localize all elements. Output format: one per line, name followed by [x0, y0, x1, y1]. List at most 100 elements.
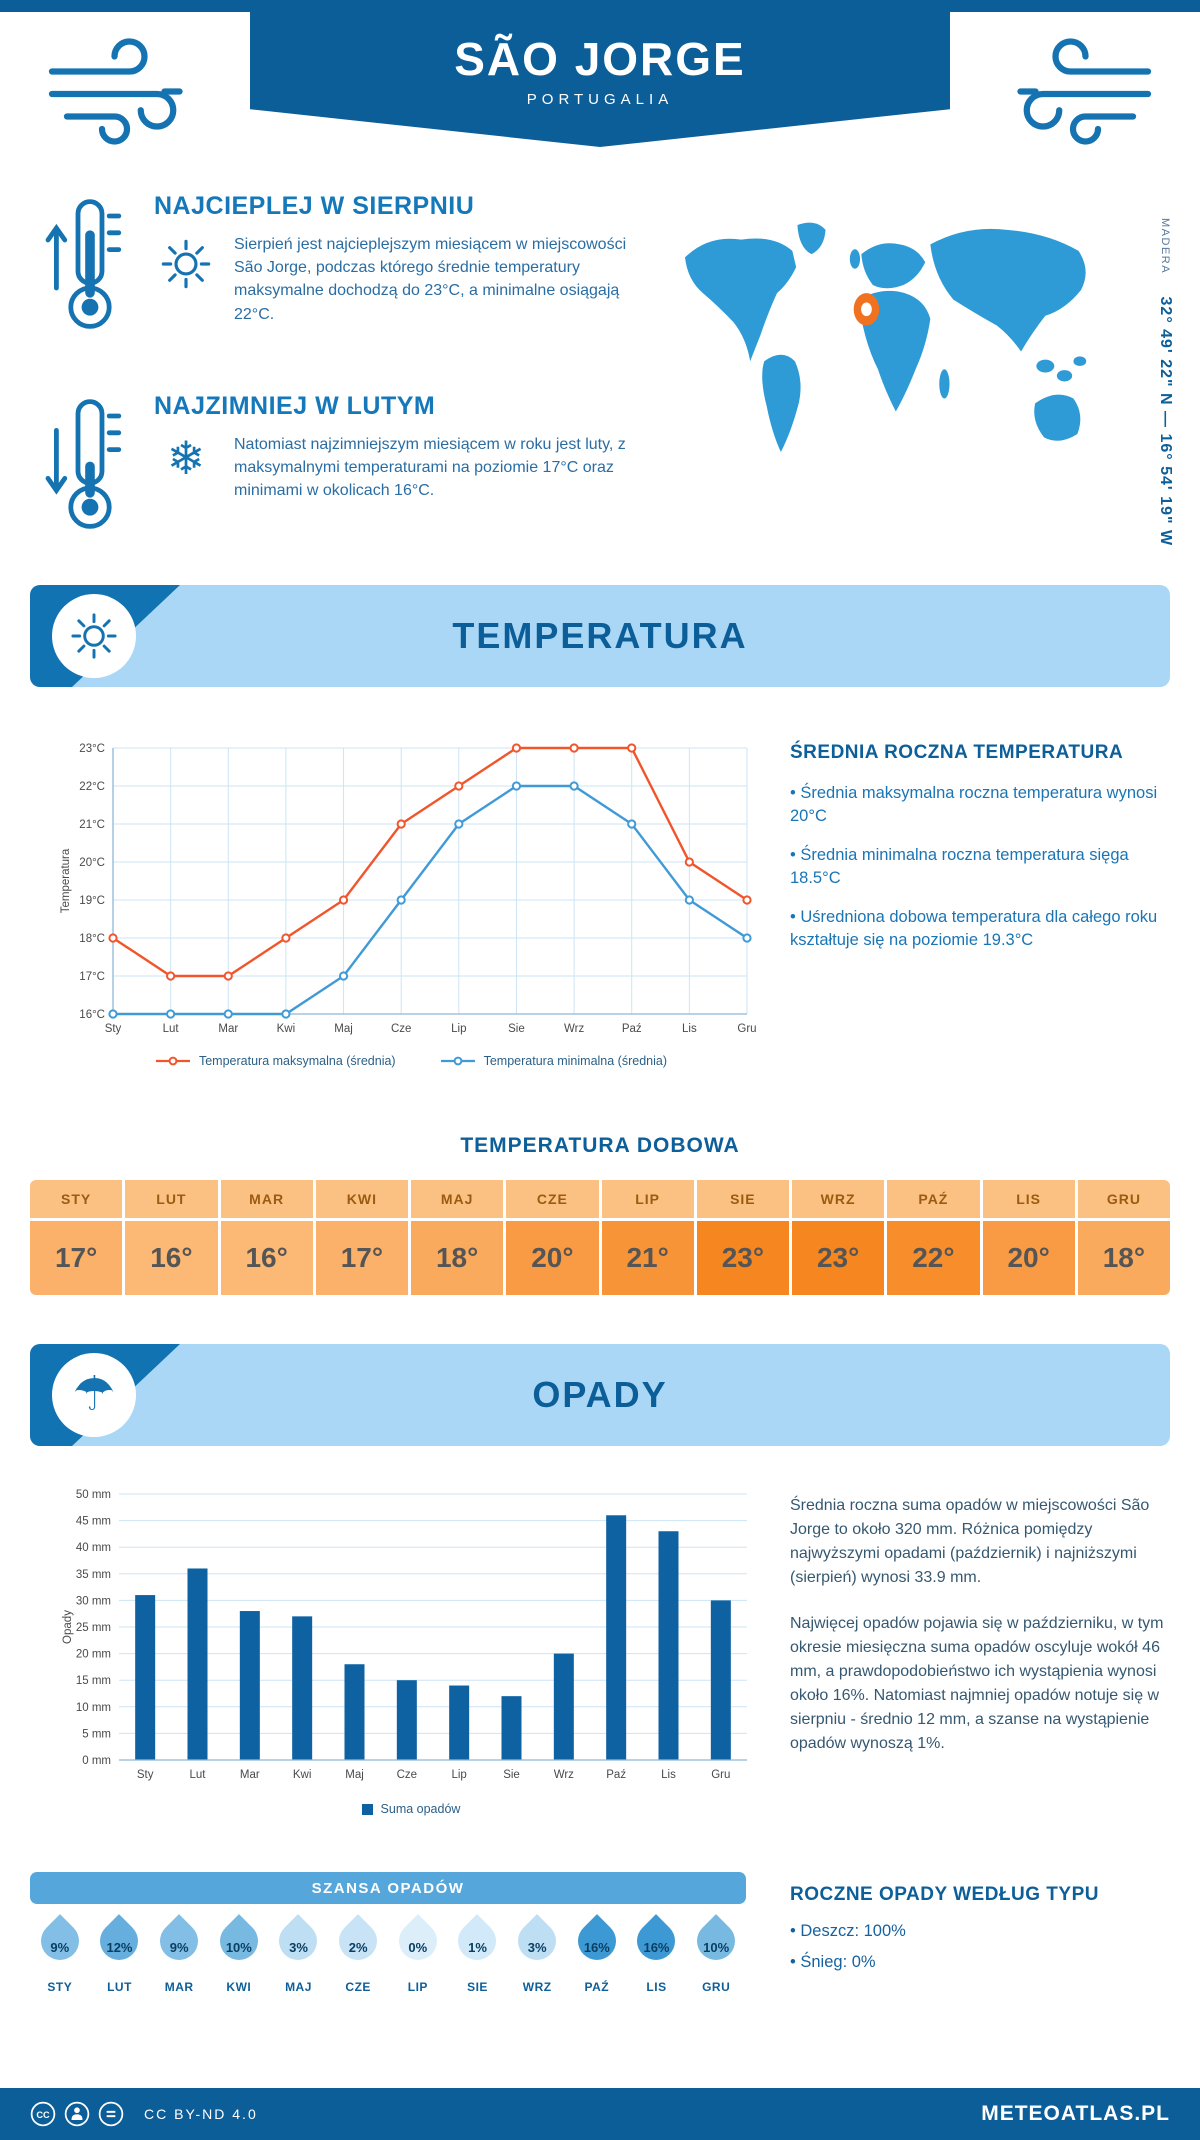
- chance-month: MAR: [164, 1980, 194, 1994]
- snowflake-icon: ❄: [166, 432, 206, 484]
- daily-temp-cell: 22°: [887, 1221, 980, 1295]
- svg-text:Wrz: Wrz: [564, 1023, 584, 1035]
- chance-percent: 9%: [169, 1940, 189, 1955]
- license-text: CC BY-ND 4.0: [144, 2106, 258, 2122]
- precipitation-paragraph-2: Najwięcej opadów pojawia się w październ…: [790, 1615, 1164, 1752]
- temperature-chart: 16°C 17°C 18°C 19°C 20°C 21°C 22°C 23°C Sty Lut Ma…: [60, 743, 757, 1035]
- region-label: MADERA: [1159, 218, 1171, 275]
- svg-text:18°C: 18°C: [79, 933, 105, 945]
- coldest-heading: NAJZIMNIEJ W LUTYM: [154, 392, 436, 420]
- wind-icon: [42, 34, 192, 146]
- daily-temp-month: WRZ: [792, 1180, 885, 1218]
- series-marker: [742, 933, 752, 943]
- svg-text:Kwi: Kwi: [277, 1023, 296, 1035]
- series-line: [112, 746, 748, 978]
- precip-bar: [501, 1696, 522, 1760]
- daily-temp-cell: 23°: [792, 1221, 885, 1295]
- umbrella-icon: ☂: [52, 1353, 136, 1437]
- daily-temp-cell: 18°: [1077, 1221, 1170, 1295]
- svg-text:Sie: Sie: [503, 1769, 520, 1781]
- chance-percent: 10%: [703, 1940, 730, 1955]
- series-marker: [166, 1009, 176, 1019]
- precipitation-paragraph-1: Średnia roczna suma opadów w miejscowośc…: [790, 1497, 1150, 1586]
- chance-month: STY: [47, 1980, 73, 1994]
- daily-temp-month: LIP: [601, 1180, 694, 1218]
- series-marker: [684, 857, 694, 867]
- series-marker: [108, 1009, 118, 1019]
- daily-temp-month: MAR: [220, 1180, 313, 1218]
- daily-temp-cell: 17°: [30, 1221, 123, 1295]
- svg-text:CC: CC: [36, 2110, 50, 2120]
- thermometer-warm-icon: [42, 192, 138, 346]
- daily-temp-month: CZE: [506, 1180, 599, 1218]
- chance-month: WRZ: [522, 1980, 552, 1994]
- chance-percent: 2%: [348, 1940, 368, 1955]
- wind-icon: [1008, 34, 1158, 146]
- precipitation-chart-block: 0 mm 5 mm 10 mm 15 mm 20 mm 25 mm 30 mm 35 mm 40…: [55, 1482, 767, 1816]
- chance-month: LIS: [646, 1980, 667, 1994]
- series-marker: [338, 971, 349, 981]
- precip-bar: [606, 1515, 627, 1760]
- legend-item: Temperatura minimalna (średnia): [440, 1054, 667, 1068]
- precip-chance-item: 16% PAŹ: [567, 1914, 627, 1994]
- precipitation-title: OPADY: [532, 1374, 668, 1415]
- cc-icon: CC: [30, 2101, 56, 2127]
- site-name: METEOATLAS.PL: [981, 2102, 1170, 2125]
- precip-bar: [239, 1611, 260, 1760]
- precipitation-banner: ☂ OPADY: [30, 1344, 1170, 1446]
- precip-bar: [396, 1680, 417, 1760]
- daily-temp-month: MAJ: [411, 1180, 504, 1218]
- chance-percent: 16%: [643, 1940, 670, 1955]
- precip-chance-item: 10% KWI: [209, 1914, 269, 1994]
- chance-month: PAŹ: [584, 1980, 610, 1994]
- series-marker: [627, 819, 637, 829]
- daily-temp-month: KWI: [315, 1180, 408, 1218]
- svg-text:0 mm: 0 mm: [82, 1755, 111, 1767]
- warmest-text: Sierpień jest najcieplejszym miesiącem w…: [234, 236, 627, 323]
- svg-text:25 mm: 25 mm: [76, 1622, 111, 1634]
- precipitation-by-type-heading: ROCZNE OPADY WEDŁUG TYPU: [790, 1884, 1099, 1905]
- svg-text:Gru: Gru: [737, 1023, 756, 1035]
- precip-chance-grid: 9% STY 12% LUT 9% MAR 10% KWI 3% MAJ 2% CZE 0% LIP 1% S…: [30, 1914, 746, 1994]
- page-subtitle: PORTUGALIA: [526, 91, 674, 108]
- svg-text:Sie: Sie: [508, 1023, 525, 1035]
- svg-text:Lis: Lis: [661, 1769, 676, 1781]
- daily-temp-month: LIS: [982, 1180, 1075, 1218]
- precip-chance-item: 3% WRZ: [507, 1914, 567, 1994]
- series-marker: [511, 781, 522, 791]
- svg-text:Paź: Paź: [622, 1023, 642, 1035]
- series-marker: [223, 971, 233, 981]
- series-marker: [281, 933, 291, 943]
- svg-text:Maj: Maj: [345, 1769, 364, 1781]
- daily-temp-cell: 18°: [411, 1221, 504, 1295]
- legend-square-icon: [361, 1803, 373, 1815]
- svg-text:35 mm: 35 mm: [76, 1569, 111, 1581]
- chance-month: MAJ: [285, 1980, 312, 1994]
- svg-text:50 mm: 50 mm: [76, 1489, 111, 1501]
- coordinates-text: 32° 49' 22" N — 16° 54' 19" W: [1157, 296, 1174, 547]
- svg-text:Lut: Lut: [190, 1769, 207, 1781]
- series-marker: [166, 971, 176, 981]
- footer: CC CC BY-ND 4.0 METEOATLAS.PL: [0, 2088, 1200, 2140]
- chance-month: CZE: [345, 1980, 371, 1994]
- precipitation-description: Średnia roczna suma opadów w miejscowośc…: [790, 1494, 1175, 1778]
- map-marker: [853, 293, 880, 326]
- svg-text:Lip: Lip: [451, 1023, 466, 1035]
- svg-text:Lut: Lut: [163, 1023, 180, 1035]
- svg-text:30 mm: 30 mm: [76, 1595, 111, 1607]
- svg-text:15 mm: 15 mm: [76, 1675, 111, 1687]
- svg-text:20 mm: 20 mm: [76, 1649, 111, 1661]
- daily-temp-month: GRU: [1077, 1180, 1170, 1218]
- chance-month: KWI: [226, 1980, 252, 1994]
- svg-text:Mar: Mar: [240, 1769, 260, 1781]
- precip-legend-label: Suma opadów: [380, 1802, 461, 1816]
- svg-text:40 mm: 40 mm: [76, 1542, 111, 1554]
- daily-temp-cell: 20°: [506, 1221, 599, 1295]
- svg-text:Cze: Cze: [391, 1023, 411, 1035]
- svg-text:Lip: Lip: [451, 1769, 466, 1781]
- series-marker: [742, 895, 752, 905]
- series-marker: [511, 743, 522, 753]
- precipitation-chart-legend: Suma opadów: [55, 1802, 767, 1816]
- daily-temperature-table: STY LUT MAR KWI MAJ CZE LIP SIE WRZ PAŹ LIS GRU 17° 1…: [30, 1180, 1170, 1295]
